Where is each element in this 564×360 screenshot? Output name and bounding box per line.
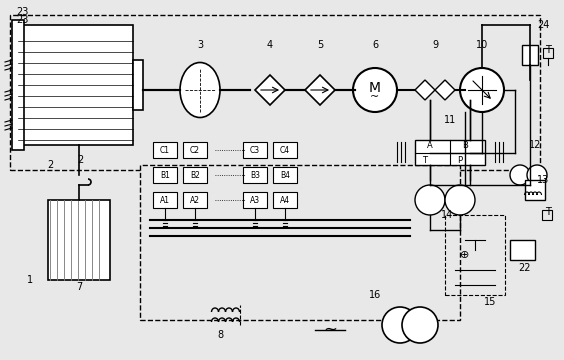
Bar	[273, 192, 297, 208]
Bar	[133, 60, 143, 110]
Text: B2: B2	[190, 171, 200, 180]
Text: A3: A3	[250, 195, 260, 204]
Bar	[510, 240, 535, 260]
Bar	[445, 215, 505, 295]
Bar	[243, 142, 267, 158]
Bar	[273, 142, 297, 158]
Bar	[273, 167, 297, 183]
Text: ~: ~	[323, 321, 337, 339]
Text: 23: 23	[16, 7, 28, 17]
Text: T: T	[545, 45, 551, 55]
Text: 9: 9	[432, 40, 438, 50]
Text: 1: 1	[27, 275, 33, 285]
Circle shape	[460, 68, 504, 112]
Text: 14: 14	[441, 210, 453, 220]
Text: 7: 7	[76, 282, 82, 292]
Circle shape	[415, 185, 445, 215]
Text: 12: 12	[529, 140, 541, 150]
Text: C4: C4	[280, 145, 290, 154]
Bar	[243, 167, 267, 183]
Text: 16: 16	[369, 290, 381, 300]
Bar	[12, 20, 24, 150]
Text: A1: A1	[160, 195, 170, 204]
Bar	[153, 142, 177, 158]
Circle shape	[402, 307, 438, 343]
Circle shape	[382, 307, 418, 343]
Text: B1: B1	[160, 171, 170, 180]
Bar	[543, 48, 553, 58]
Bar	[183, 142, 207, 158]
Bar	[415, 140, 485, 165]
Text: 11: 11	[444, 115, 456, 125]
Text: A2: A2	[190, 195, 200, 204]
Ellipse shape	[180, 63, 220, 117]
Circle shape	[527, 165, 547, 185]
Circle shape	[353, 68, 397, 112]
Bar	[183, 167, 207, 183]
Bar	[522, 45, 538, 65]
Text: T: T	[545, 207, 551, 217]
Circle shape	[510, 165, 530, 185]
Text: C2: C2	[190, 145, 200, 154]
Text: B: B	[462, 140, 468, 149]
Text: P: P	[457, 156, 462, 165]
Polygon shape	[435, 80, 455, 100]
Polygon shape	[415, 80, 435, 100]
Text: M: M	[369, 81, 381, 95]
Text: C1: C1	[160, 145, 170, 154]
Text: B3: B3	[250, 171, 260, 180]
Text: ~: ~	[371, 92, 380, 102]
Text: 13: 13	[537, 175, 549, 185]
Text: T: T	[422, 156, 428, 165]
Bar	[183, 192, 207, 208]
Text: 24: 24	[537, 20, 549, 30]
Bar	[243, 192, 267, 208]
Text: 2: 2	[77, 155, 83, 165]
Text: 3: 3	[197, 40, 203, 50]
Bar	[18, 25, 133, 145]
Text: 4: 4	[267, 40, 273, 50]
Bar	[542, 210, 552, 220]
Bar	[153, 167, 177, 183]
Polygon shape	[305, 75, 335, 105]
Text: 10: 10	[476, 40, 488, 50]
Text: ⊕: ⊕	[460, 250, 470, 260]
Bar	[48, 200, 110, 280]
Bar	[153, 192, 177, 208]
Text: 22: 22	[519, 263, 531, 273]
Text: 5: 5	[317, 40, 323, 50]
Polygon shape	[255, 75, 285, 105]
Text: 15: 15	[484, 297, 496, 307]
Text: B4: B4	[280, 171, 290, 180]
Bar	[525, 180, 545, 200]
Circle shape	[445, 185, 475, 215]
Bar	[140, 165, 460, 320]
Text: 6: 6	[372, 40, 378, 50]
Text: A: A	[427, 140, 433, 149]
Text: 8: 8	[217, 330, 223, 340]
Text: 2: 2	[47, 160, 53, 170]
Bar	[10, 15, 540, 170]
Text: A4: A4	[280, 195, 290, 204]
Text: 23: 23	[16, 15, 28, 25]
Text: C3: C3	[250, 145, 260, 154]
